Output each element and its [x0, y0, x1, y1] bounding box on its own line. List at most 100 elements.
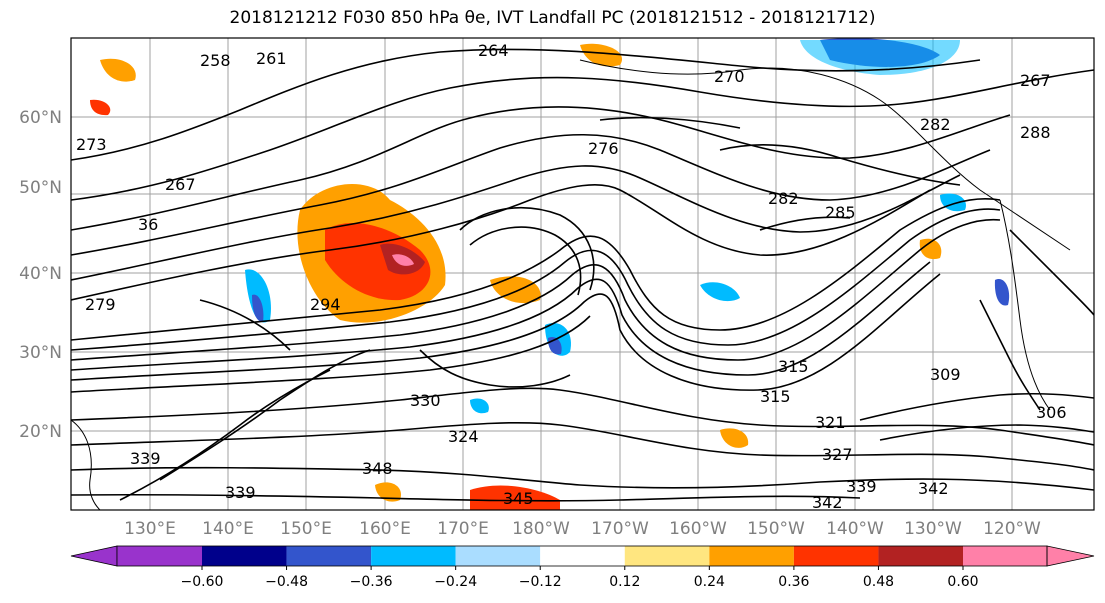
- negative-anomaly-west: [245, 269, 271, 323]
- contour-label: 348: [362, 459, 393, 478]
- colorbar-outline: [116, 545, 1048, 567]
- contour-label: 315: [760, 387, 791, 406]
- contour-label: 276: [588, 139, 619, 158]
- colorbar-tick-label: 0.36: [778, 574, 809, 590]
- colorbar-segment: [878, 546, 963, 566]
- lon-label: 120°W: [983, 519, 1041, 539]
- positive-anomaly-coast: [919, 238, 942, 260]
- colorbar-tick-label: 0.60: [947, 574, 978, 590]
- contour-label: 258: [200, 51, 231, 70]
- colorbar-tick-label: 0.12: [609, 574, 640, 590]
- contour-labels: 264 258 261 270 267 276 282 288 282 285 …: [76, 41, 1067, 512]
- contour-label: 324: [448, 427, 479, 446]
- negative-anomaly-south: [470, 398, 489, 414]
- contour-label: 273: [76, 135, 107, 154]
- colorbar-tick-label: −0.60: [181, 574, 224, 590]
- contour-label: 282: [768, 189, 799, 208]
- positive-anomaly-alaska: [580, 43, 622, 67]
- latitude-labels: 60°N 50°N 40°N 30°N 20°N: [19, 108, 62, 442]
- colorbar-segment: [540, 546, 625, 566]
- contour-label: 330: [410, 391, 441, 410]
- map-title: 2018121212 F030 850 hPa θe, IVT Landfall…: [229, 8, 876, 28]
- colorbar-segment: [963, 546, 1047, 566]
- coastline-north-america: [999, 199, 1051, 411]
- negative-anomaly-east: [700, 282, 740, 302]
- lat-label-20n: 20°N: [19, 422, 62, 442]
- lon-label: 170°W: [591, 519, 649, 539]
- colorbar-segment: [286, 546, 372, 566]
- contour-label: 279: [85, 295, 116, 314]
- lon-label: 160°W: [669, 519, 727, 539]
- coastline-asia: [71, 419, 101, 510]
- contour-label: 282: [920, 115, 951, 134]
- contour-label: 315: [778, 357, 809, 376]
- map-content: [71, 38, 1094, 510]
- lon-label: 180°W: [512, 519, 570, 539]
- colorbar-extend-low: [70, 545, 118, 567]
- positive-anomaly-south2: [375, 482, 401, 502]
- colorbar-segment: [117, 546, 202, 566]
- colorbar-tick-label: 0.24: [694, 574, 725, 590]
- lat-label-40n: 40°N: [19, 264, 62, 284]
- longitude-labels: 130°E 140°E 150°E 160°E 170°E 180°W 170°…: [124, 519, 1041, 539]
- lat-label-30n: 30°N: [19, 343, 62, 363]
- lat-label-50n: 50°N: [19, 178, 62, 198]
- colorbar-segment: [202, 546, 287, 566]
- contour-label: 342: [918, 479, 949, 498]
- anomaly-shading: [90, 38, 1010, 510]
- colorbar-tick-label: 0.48: [863, 574, 894, 590]
- lat-label-60n: 60°N: [19, 108, 62, 128]
- colorbar-segment: [624, 546, 710, 566]
- lon-label: 130°E: [124, 519, 176, 539]
- negative-anomaly-aleutian-light: [800, 40, 960, 75]
- contour-label: 294: [310, 295, 341, 314]
- colorbar-extend-high: [1046, 545, 1095, 567]
- lon-label: 140°E: [202, 519, 254, 539]
- map-plot-area: [70, 37, 1095, 511]
- contour-label: 327: [822, 445, 853, 464]
- colorbar-segment: [371, 546, 456, 566]
- contour-label: 321: [815, 413, 846, 432]
- contour-label: 264: [478, 41, 509, 60]
- contour-label: 309: [930, 365, 961, 384]
- colorbar-tick-label: −0.24: [434, 574, 477, 590]
- lon-label: 160°E: [359, 519, 411, 539]
- contour-label: 285: [825, 203, 856, 222]
- positive-anomaly-east: [720, 428, 749, 448]
- theta-e-contours: [71, 48, 1094, 502]
- colorbar-segment: [455, 546, 541, 566]
- colorbar-segment: [793, 546, 879, 566]
- lon-label: 150°W: [747, 519, 805, 539]
- lon-label: 140°W: [826, 519, 884, 539]
- contour-label: 339: [130, 449, 161, 468]
- colorbar: −0.60 −0.48 −0.36 −0.24 −0.12 0.12 0.24 0.36 0.4…: [70, 545, 1095, 590]
- contour-label: 345: [503, 489, 534, 508]
- positive-anomaly-core: [325, 222, 431, 301]
- contour-label: 306: [1036, 403, 1067, 422]
- contour-label: 267: [1020, 71, 1051, 90]
- contour-label: 339: [225, 483, 256, 502]
- negative-anomaly-west-core: [252, 294, 264, 322]
- colorbar-tick-label: −0.48: [265, 574, 308, 590]
- positive-anomaly-south: [470, 485, 560, 510]
- contour-label: 342: [812, 493, 843, 512]
- positive-anomaly-west: [90, 99, 111, 116]
- positive-anomaly-max: [392, 254, 414, 266]
- negative-anomaly-coast: [994, 279, 1010, 306]
- colorbar-tick-label: −0.36: [350, 574, 393, 590]
- colorbar-segment: [709, 546, 794, 566]
- contour-label: 339: [846, 477, 877, 496]
- contour-label: 36: [138, 215, 158, 234]
- lon-label: 150°E: [280, 519, 332, 539]
- contour-label: 288: [1020, 123, 1051, 142]
- positive-anomaly-northwest: [100, 58, 136, 82]
- contour-label: 270: [714, 67, 745, 86]
- contour-label: 261: [256, 49, 287, 68]
- lon-label: 130°W: [904, 519, 962, 539]
- contour-label: 267: [165, 175, 196, 194]
- coastlines: [71, 59, 1071, 510]
- map-frame: [70, 37, 1095, 511]
- colorbar-tick-label: −0.12: [519, 574, 562, 590]
- lon-label: 170°E: [437, 519, 489, 539]
